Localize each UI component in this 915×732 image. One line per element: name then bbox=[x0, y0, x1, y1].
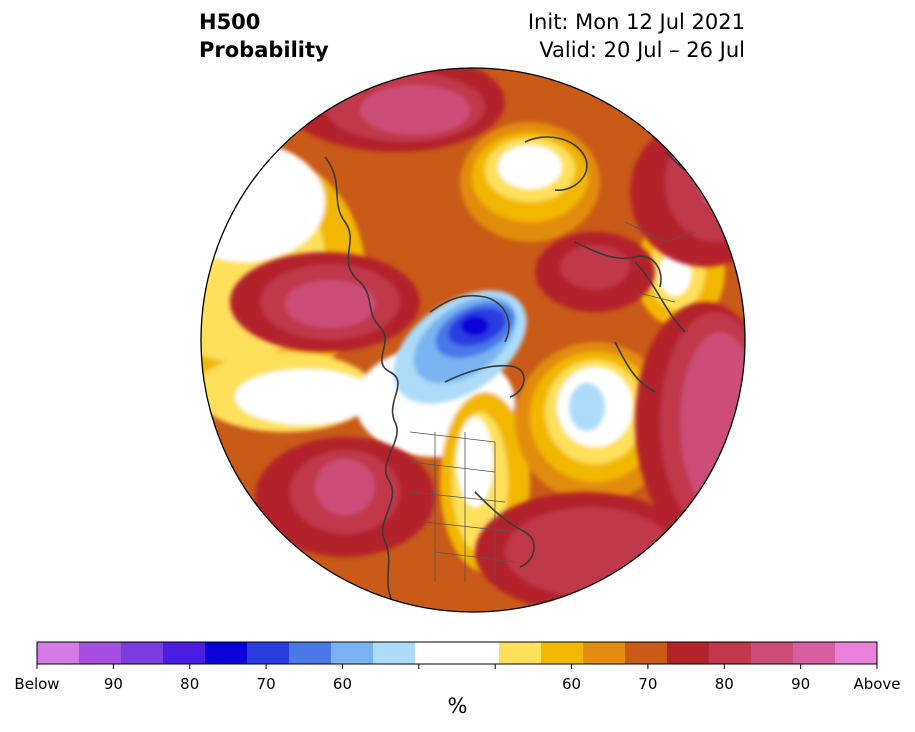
colorbar-cell bbox=[835, 642, 878, 664]
title-block: H500 Probability bbox=[199, 8, 329, 64]
colorbar-tick-label: 80 bbox=[715, 675, 734, 693]
coastlines bbox=[324, 136, 716, 608]
date-block: Init: Mon 12 Jul 2021 Valid: 20 Jul – 26… bbox=[528, 8, 745, 64]
polar-map bbox=[200, 67, 746, 613]
colorbar-tick-label: Below bbox=[14, 675, 59, 693]
colorbar-cell bbox=[373, 642, 416, 664]
colorbar-cell bbox=[331, 642, 374, 664]
colorbar-cell bbox=[163, 642, 206, 664]
colorbar-cell bbox=[247, 642, 290, 664]
map-variable-title: H500 bbox=[199, 10, 261, 34]
colorbar-cell bbox=[793, 642, 836, 664]
colorbar-tick-label: 60 bbox=[333, 675, 352, 693]
colorbar-cell bbox=[205, 642, 248, 664]
colorbar-tick-label: Above bbox=[853, 675, 900, 693]
colorbar-cell bbox=[79, 642, 122, 664]
colorbar-cell bbox=[583, 642, 626, 664]
colorbar-cell bbox=[751, 642, 794, 664]
init-date: Init: Mon 12 Jul 2021 bbox=[527, 10, 745, 34]
colorbar-tick-label: 60 bbox=[562, 675, 581, 693]
map-subtitle: Probability bbox=[199, 38, 329, 62]
colorbar-tick-label: 80 bbox=[180, 675, 199, 693]
colorbar-tick-label: 90 bbox=[104, 675, 123, 693]
colorbar-cell bbox=[499, 642, 542, 664]
map-boundary bbox=[200, 67, 746, 613]
colorbar-cell bbox=[625, 642, 668, 664]
valid-range: Valid: 20 Jul – 26 Jul bbox=[539, 38, 745, 62]
colorbar-cell bbox=[121, 642, 164, 664]
colorbar-tick-label: 90 bbox=[791, 675, 810, 693]
colorbar-cell bbox=[415, 642, 458, 664]
colorbar-frame bbox=[36, 641, 878, 665]
colorbar-units: % bbox=[447, 694, 468, 718]
colorbar-cell bbox=[457, 642, 500, 664]
colorbar-cell bbox=[541, 642, 584, 664]
colorbar-cell bbox=[667, 642, 710, 664]
colorbar: Below 90 80 70 60 60 70 80 90 Above bbox=[14, 641, 901, 693]
colorbar-tick-label: 70 bbox=[638, 675, 657, 693]
below-normal-zones bbox=[393, 290, 605, 431]
colorbar-cell bbox=[709, 642, 752, 664]
colorbar-cell bbox=[37, 642, 80, 664]
colorbar-cell bbox=[289, 642, 332, 664]
borders bbox=[409, 221, 696, 582]
colorbar-tick-label: 70 bbox=[257, 675, 276, 693]
